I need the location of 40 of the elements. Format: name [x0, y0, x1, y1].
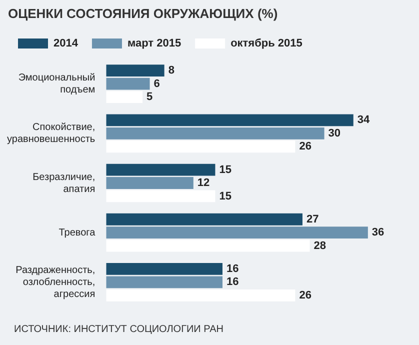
bar [106, 289, 296, 302]
chart-title: ОЦЕНКИ СОСТОЯНИЯ ОКРУЖАЮЩИХ (%) [8, 6, 278, 21]
bar [106, 64, 164, 77]
data-label: 5 [146, 91, 153, 104]
legend-label: март 2015 [127, 38, 182, 50]
data-label: 16 [226, 276, 239, 288]
data-label: 26 [299, 289, 312, 302]
y-tick-label: Тревога [58, 227, 96, 238]
bar [106, 226, 368, 239]
bar [106, 164, 216, 176]
data-label: 6 [154, 78, 160, 90]
y-tick-label: Эмоциональный подъем [18, 72, 96, 96]
bar [106, 114, 354, 126]
data-label: 16 [226, 263, 239, 276]
y-tick-label: Безразличие, апатия [32, 172, 96, 195]
bar [106, 140, 296, 153]
bar [106, 78, 150, 90]
legend-label: октябрь 2015 [230, 38, 302, 50]
bar [106, 240, 310, 252]
data-label: 26 [299, 140, 312, 153]
data-label: 15 [219, 164, 232, 176]
bar [106, 276, 222, 288]
bar [106, 177, 194, 189]
data-label: 30 [328, 127, 341, 140]
data-label: 15 [219, 190, 232, 202]
bar [106, 127, 324, 140]
data-label: 36 [372, 226, 384, 239]
data-label: 27 [306, 213, 319, 226]
bar [106, 91, 143, 103]
bar [106, 213, 302, 226]
data-label: 34 [357, 114, 370, 126]
data-label: 8 [168, 64, 174, 77]
y-tick-label: Раздраженность, озлобленность, агрессия [16, 264, 96, 300]
legend-label: 2014 [54, 38, 79, 50]
y-tick-label: Спокойствие, уравновешенность [6, 122, 96, 146]
bar [106, 263, 222, 275]
data-label: 12 [197, 177, 210, 190]
data-label: 28 [314, 240, 326, 252]
text: ИСТОЧНИК: ИНСТИТУТ СОЦИОЛОГИИ РАН [14, 324, 224, 335]
bar [106, 190, 216, 202]
